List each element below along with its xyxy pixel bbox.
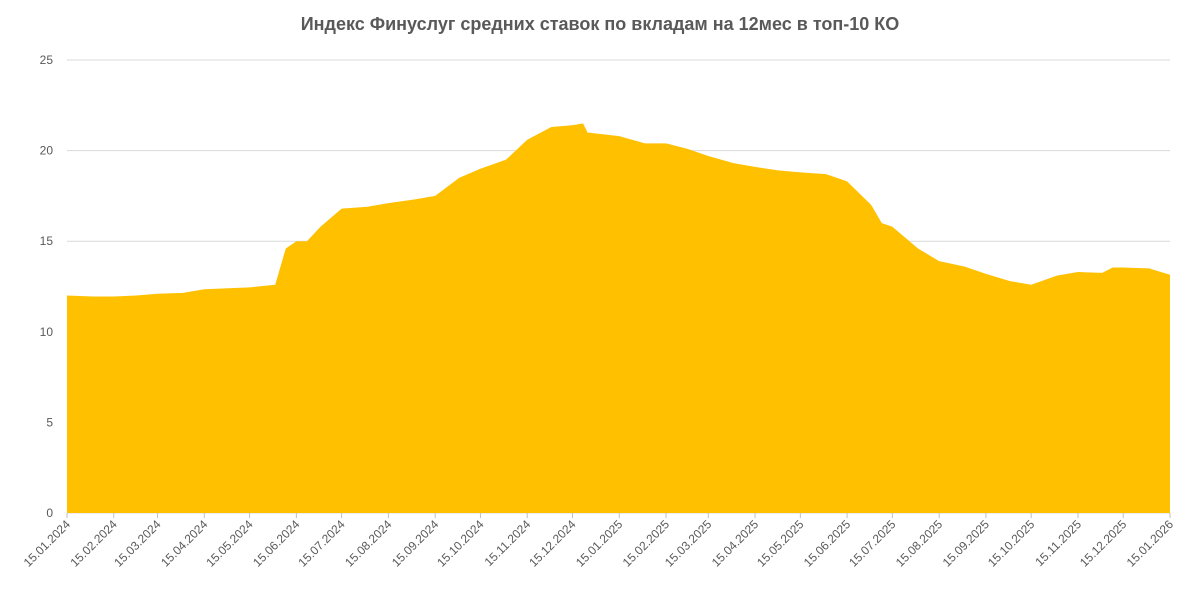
x-tick-label: 15.09.2024 bbox=[389, 517, 442, 570]
x-tick-label: 15.11.2024 bbox=[482, 517, 534, 569]
x-tick-label: 15.07.2025 bbox=[846, 517, 899, 570]
y-tick-label: 25 bbox=[40, 53, 54, 67]
x-tick-label: 15.10.2024 bbox=[434, 517, 487, 570]
y-tick-label: 0 bbox=[46, 506, 53, 520]
x-tick-label: 15.05.2024 bbox=[203, 517, 256, 570]
x-tick-label: 15.04.2025 bbox=[709, 517, 762, 570]
x-tick-label: 15.06.2024 bbox=[250, 517, 303, 570]
x-tick-label: 15.11.2025 bbox=[1032, 517, 1084, 569]
x-tick-label: 15.01.2026 bbox=[1124, 517, 1177, 570]
x-tick-label: 15.12.2025 bbox=[1077, 517, 1130, 570]
x-tick-label: 15.03.2024 bbox=[111, 517, 164, 570]
x-tick-label: 15.06.2025 bbox=[801, 517, 854, 570]
x-tick-label: 15.07.2024 bbox=[295, 517, 348, 570]
x-tick-label: 15.03.2025 bbox=[662, 517, 715, 570]
x-tick-label: 15.05.2025 bbox=[754, 517, 807, 570]
y-tick-label: 20 bbox=[40, 144, 54, 158]
x-tick-label: 15.04.2024 bbox=[158, 517, 211, 570]
y-tick-label: 10 bbox=[40, 325, 54, 339]
x-tick-label: 15.12.2024 bbox=[526, 517, 579, 570]
y-tick-label: 5 bbox=[46, 415, 53, 429]
x-tick-label: 15.10.2025 bbox=[985, 517, 1038, 570]
x-tick-label: 15.08.2024 bbox=[342, 517, 395, 570]
area bbox=[67, 123, 1170, 514]
x-tick-label: 15.01.2025 bbox=[573, 517, 626, 570]
x-tick-label: 15.01.2024 bbox=[21, 517, 74, 570]
y-tick-label: 15 bbox=[40, 234, 54, 248]
x-tick-label: 15.09.2025 bbox=[940, 517, 993, 570]
chart-title: Индекс Финуслуг средних ставок по вклада… bbox=[301, 14, 900, 34]
x-tick-label: 15.08.2025 bbox=[893, 517, 946, 570]
